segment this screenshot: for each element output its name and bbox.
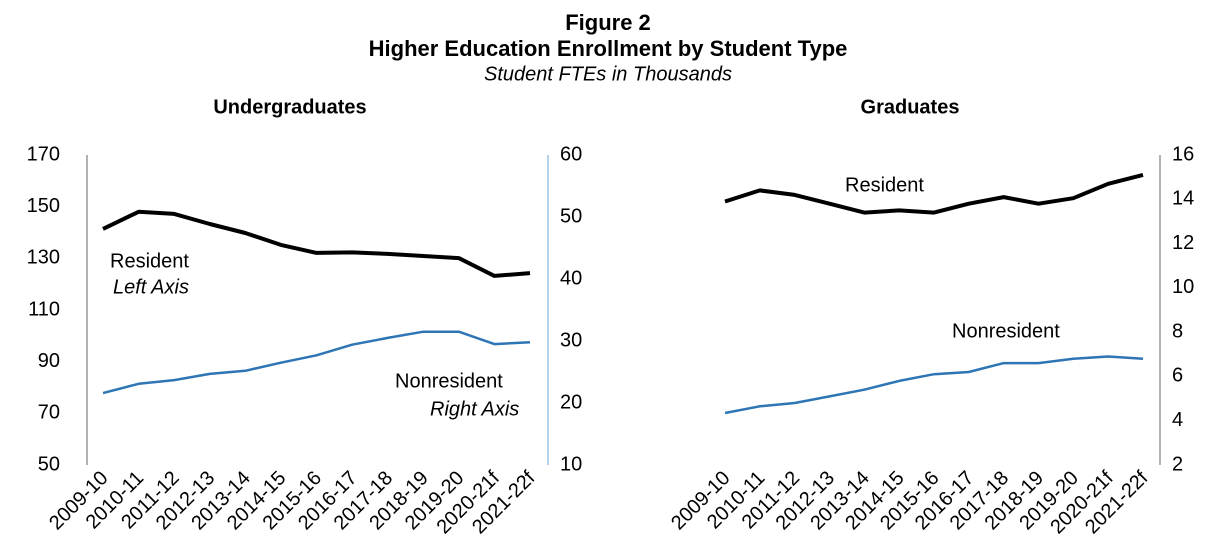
tick-label: 10 <box>1172 276 1194 298</box>
tick-label: 6 <box>1172 365 1183 387</box>
tick-label: 90 <box>38 350 60 372</box>
tick-label: 4 <box>1172 409 1183 431</box>
series-line <box>724 172 1144 215</box>
series-line <box>102 330 531 395</box>
annotation: Resident <box>845 174 924 196</box>
tick-label: 50 <box>38 453 60 475</box>
tick-label: 14 <box>1172 188 1194 210</box>
figure-subtitle: Student FTEs in Thousands <box>484 63 732 85</box>
tick-label: 10 <box>560 453 582 475</box>
figure-number: Figure 2 <box>565 10 651 35</box>
tick-label: 40 <box>560 267 582 289</box>
series-line <box>724 355 1144 415</box>
tick-label: 12 <box>1172 232 1194 254</box>
tick-label: 110 <box>28 298 60 320</box>
tick-label: 16 <box>1172 143 1194 165</box>
panel-title: Undergraduates <box>213 96 366 118</box>
tick-label: 8 <box>1172 320 1183 342</box>
tick-label: 2 <box>1172 453 1183 475</box>
tick-label: 60 <box>560 143 582 165</box>
tick-label: 170 <box>27 143 60 165</box>
annotation: Resident <box>110 250 189 272</box>
annotation: Nonresident <box>952 320 1060 342</box>
tick-label: 70 <box>38 402 60 424</box>
tick-label: 20 <box>560 391 582 413</box>
tick-label: 50 <box>560 205 582 227</box>
panel-title: Graduates <box>861 96 960 118</box>
tick-label: 150 <box>27 195 60 217</box>
tick-label: 130 <box>27 247 60 269</box>
annotation: Nonresident <box>395 370 503 392</box>
tick-label: 30 <box>560 329 582 351</box>
figure-title: Higher Education Enrollment by Student T… <box>369 36 848 61</box>
annotation: Left Axis <box>113 276 189 298</box>
series-line <box>102 209 531 278</box>
annotation: Right Axis <box>430 398 519 420</box>
